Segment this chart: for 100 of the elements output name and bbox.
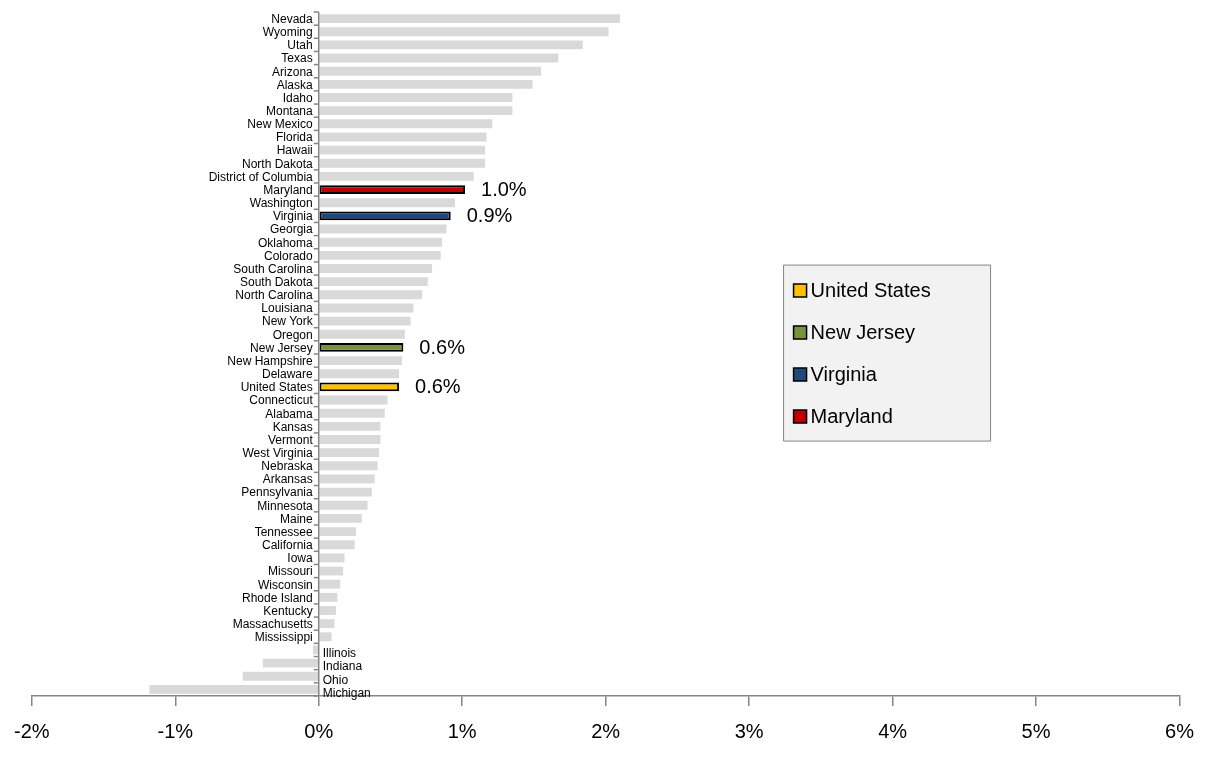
- bar: [319, 27, 609, 37]
- bar: [319, 369, 400, 379]
- y-tick-label: Wisconsin: [258, 577, 313, 592]
- y-tick-label: Iowa: [287, 551, 314, 566]
- bar: [319, 408, 385, 418]
- bar: [319, 106, 513, 116]
- x-tick-label: 4%: [878, 719, 908, 742]
- x-tick-label: 2%: [591, 719, 621, 742]
- bar: [319, 619, 335, 629]
- bar: [319, 566, 344, 576]
- bar: [319, 290, 423, 300]
- y-tick-label: Nevada: [271, 11, 314, 26]
- y-tick-label: South Carolina: [233, 261, 314, 276]
- y-tick-label: North Dakota: [242, 156, 314, 171]
- x-tick-label: 6%: [1165, 719, 1195, 742]
- y-tick-label: New York: [262, 314, 314, 329]
- bar: [319, 513, 362, 523]
- y-tick-label: Arkansas: [262, 472, 313, 487]
- x-tick-label: 1%: [447, 719, 477, 742]
- y-tick-label: Nebraska: [261, 459, 314, 474]
- y-tick-label: Pennsylvania: [241, 485, 314, 500]
- bar: [319, 395, 388, 405]
- y-tick-label: Tennessee: [254, 524, 314, 539]
- bar: [319, 553, 345, 563]
- bar: [319, 592, 338, 602]
- legend-label: United States: [810, 278, 931, 301]
- bar: [312, 645, 318, 655]
- y-tick-label: Georgia: [270, 222, 314, 237]
- y-tick-label: Virginia: [272, 209, 314, 224]
- y-tick-label: Connecticut: [249, 393, 314, 408]
- y-tick-label: Michigan: [322, 685, 371, 700]
- y-tick-label: Missouri: [268, 564, 313, 579]
- y-tick-label: Utah: [287, 38, 313, 53]
- y-tick-label: California: [262, 538, 314, 553]
- bar: [319, 487, 372, 497]
- bar: [319, 198, 456, 208]
- data-label: 0.6%: [419, 335, 466, 358]
- bar: [319, 93, 513, 102]
- y-tick-label: Mississippi: [254, 630, 313, 645]
- y-tick-label: Texas: [281, 51, 313, 66]
- bar: [319, 303, 414, 313]
- y-tick-label: Maine: [280, 511, 314, 526]
- data-label: 0.9%: [466, 204, 513, 227]
- y-tick-label: North Carolina: [235, 288, 314, 303]
- bar: [319, 527, 357, 537]
- bar: [319, 40, 583, 50]
- x-tick-label: -2%: [13, 719, 50, 742]
- legend-label: Virginia: [810, 362, 878, 385]
- bar: [319, 53, 559, 63]
- y-tick-label: Alabama: [265, 406, 314, 421]
- bar: [319, 329, 405, 339]
- data-label: 0.6%: [415, 375, 461, 398]
- data-label: 1.0%: [481, 178, 527, 201]
- y-tick-label: Illinois: [322, 646, 357, 661]
- y-tick-label: Wyoming: [262, 25, 313, 40]
- y-tick-label: Oregon: [272, 327, 313, 342]
- bar: [319, 474, 375, 484]
- bar: [319, 250, 441, 260]
- bar: [319, 579, 341, 589]
- y-tick-label: Hawaii: [276, 143, 313, 158]
- legend-label: Maryland: [810, 404, 893, 427]
- bar: [149, 684, 318, 694]
- y-tick-label: Ohio: [322, 672, 349, 687]
- bar: [319, 435, 381, 444]
- bar: [319, 66, 542, 76]
- y-tick-label: New Mexico: [247, 117, 314, 132]
- bar: [319, 461, 378, 471]
- y-tick-label: Arizona: [272, 64, 314, 79]
- y-tick-label: Idaho: [282, 90, 314, 105]
- y-tick-label: West Virginia: [242, 445, 314, 460]
- bar: [319, 237, 443, 247]
- y-tick-label: Delaware: [262, 367, 314, 382]
- y-tick-label: Minnesota: [257, 498, 314, 513]
- bar: [319, 421, 381, 431]
- bar: [319, 500, 368, 510]
- y-tick-label: Oklahoma: [258, 235, 314, 250]
- bar: [319, 316, 411, 326]
- bar: [319, 356, 402, 366]
- y-tick-label: Alaska: [276, 77, 314, 92]
- x-tick-label: 0%: [304, 719, 334, 742]
- y-tick-label: District of Columbia: [208, 169, 314, 184]
- x-tick-label: -1%: [157, 719, 194, 742]
- bar: [319, 79, 533, 89]
- y-tick-label: South Dakota: [240, 274, 314, 289]
- bar: [319, 132, 487, 142]
- bar: [319, 448, 379, 458]
- y-tick-label: United States: [240, 380, 313, 395]
- bar: [319, 224, 447, 234]
- bar: [242, 671, 318, 681]
- y-tick-label: Vermont: [268, 432, 314, 447]
- y-tick-label: Kansas: [272, 419, 313, 434]
- bar: [319, 119, 493, 129]
- bar: [319, 171, 474, 181]
- y-tick-label: Colorado: [264, 248, 314, 263]
- bar: [262, 658, 318, 668]
- y-tick-label: Louisiana: [261, 301, 314, 316]
- bar: [319, 277, 428, 287]
- y-tick-label: Kentucky: [263, 603, 313, 618]
- bar: [319, 540, 355, 550]
- bar: [319, 264, 433, 273]
